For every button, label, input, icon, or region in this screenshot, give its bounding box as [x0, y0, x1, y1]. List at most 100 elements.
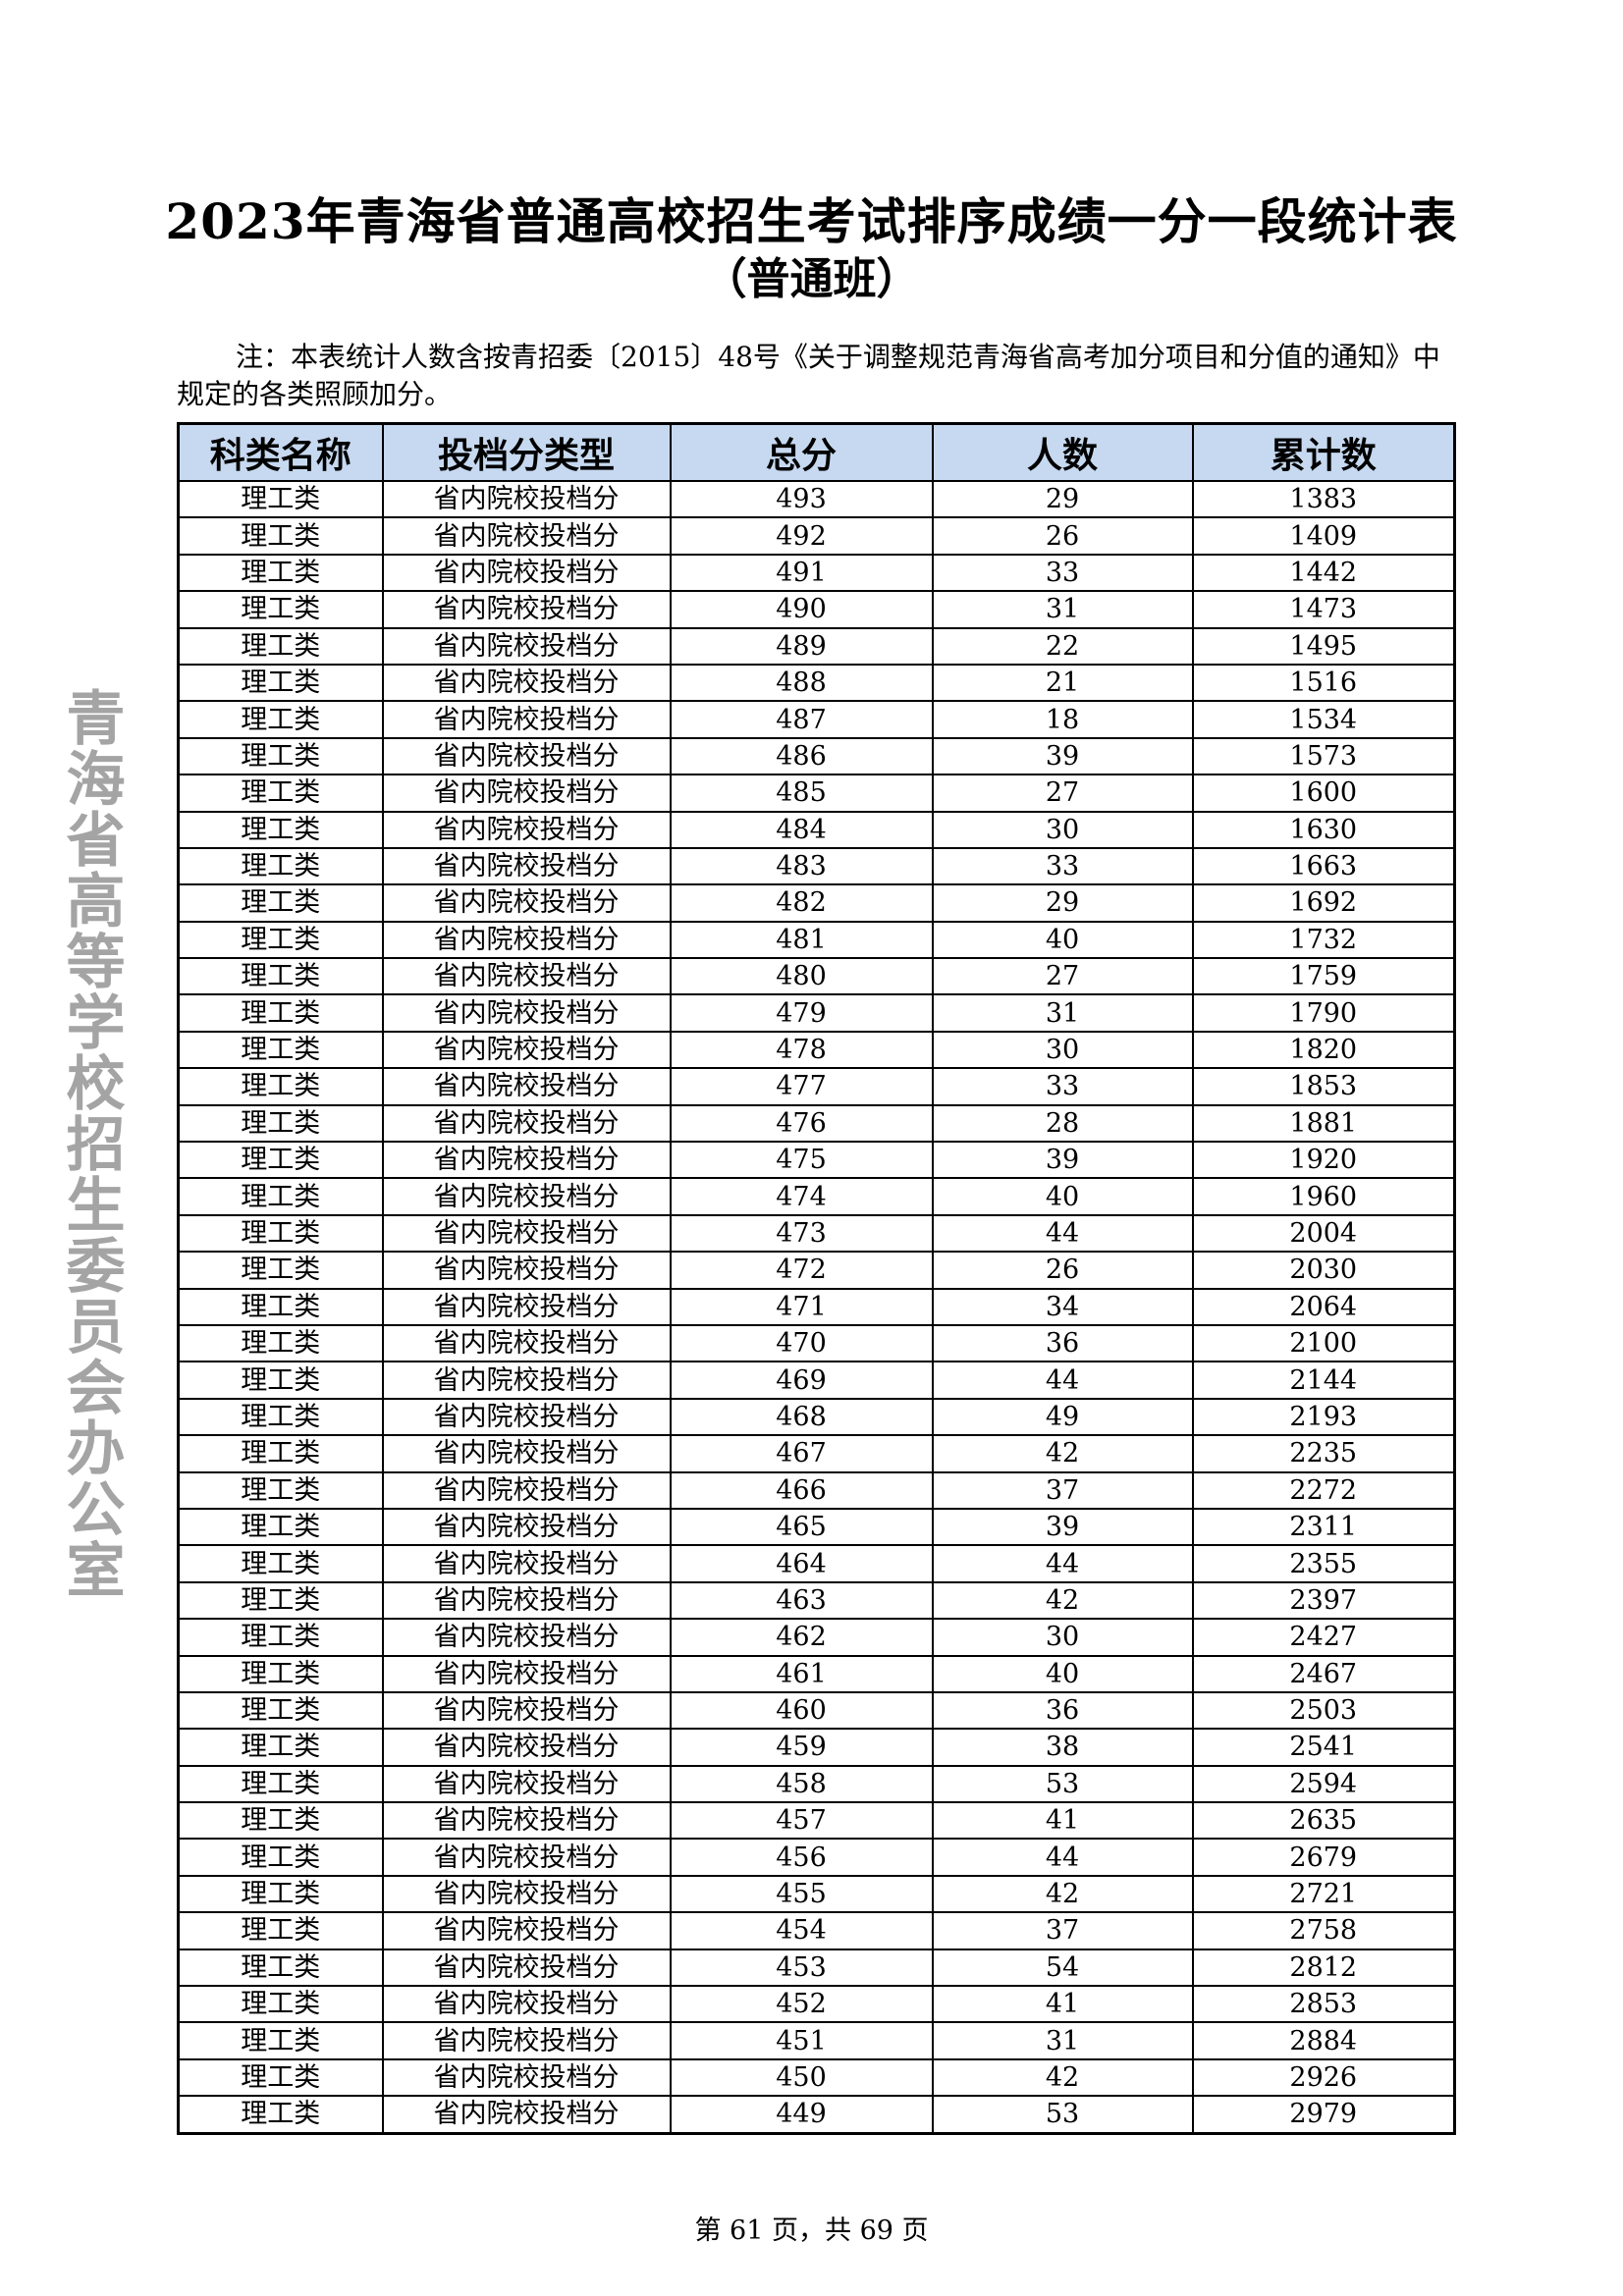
cell-cumulative: 2884	[1191, 2021, 1456, 2060]
cell-total-score: 483	[669, 846, 934, 886]
table-row: 理工类 省内院校投档分 487 18 1534	[177, 700, 1456, 739]
cell-count: 44	[931, 1213, 1194, 1254]
header-count: 人数	[931, 422, 1194, 482]
cell-cumulative: 2979	[1191, 2095, 1456, 2135]
table-row: 理工类 省内院校投档分 464 44 2355	[177, 1544, 1456, 1583]
cell-category: 理工类	[177, 663, 384, 703]
cell-score-type: 省内院校投档分	[381, 663, 672, 703]
cell-score-type: 省内院校投档分	[381, 883, 672, 923]
table-row: 理工类 省内院校投档分 471 34 2064	[177, 1287, 1456, 1326]
cell-total-score: 472	[669, 1251, 934, 1290]
table-row: 理工类 省内院校投档分 468 49 2193	[177, 1397, 1456, 1437]
table-row: 理工类 省内院校投档分 462 30 2427	[177, 1618, 1456, 1657]
cell-count: 54	[931, 1948, 1194, 1988]
table-row: 理工类 省内院校投档分 472 26 2030	[177, 1251, 1456, 1290]
cell-category: 理工类	[177, 736, 384, 776]
cell-score-type: 省内院校投档分	[381, 1323, 672, 1363]
cell-total-score: 489	[669, 626, 934, 666]
cell-category: 理工类	[177, 993, 384, 1033]
cell-score-type: 省内院校投档分	[381, 1213, 672, 1254]
cell-cumulative: 1473	[1191, 590, 1456, 629]
cell-category: 理工类	[177, 1251, 384, 1290]
cell-total-score: 461	[669, 1654, 934, 1693]
cell-total-score: 493	[669, 479, 934, 519]
cell-count: 44	[931, 1361, 1194, 1400]
table-row: 理工类 省内院校投档分 466 37 2272	[177, 1470, 1456, 1510]
cell-total-score: 451	[669, 2021, 934, 2060]
cell-score-type: 省内院校投档分	[381, 1801, 672, 1841]
cell-score-type: 省内院校投档分	[381, 1580, 672, 1621]
cell-count: 28	[931, 1103, 1194, 1144]
cell-total-score: 452	[669, 1985, 934, 2024]
cell-count: 44	[931, 1544, 1194, 1583]
cell-category: 理工类	[177, 1948, 384, 1988]
cell-category: 理工类	[177, 957, 384, 996]
cell-cumulative: 1630	[1191, 810, 1456, 849]
cell-cumulative: 2144	[1191, 1361, 1456, 1400]
cell-cumulative: 1442	[1191, 553, 1456, 593]
table-row: 理工类 省内院校投档分 465 39 2311	[177, 1507, 1456, 1547]
cell-count: 34	[931, 1287, 1194, 1326]
cell-cumulative: 2635	[1191, 1801, 1456, 1841]
table-row: 理工类 省内院校投档分 455 42 2721	[177, 1874, 1456, 1914]
cell-category: 理工类	[177, 590, 384, 629]
cell-cumulative: 2503	[1191, 1690, 1456, 1731]
table-row: 理工类 省内院校投档分 493 29 1383	[177, 479, 1456, 519]
table-row: 理工类 省内院校投档分 461 40 2467	[177, 1654, 1456, 1693]
cell-total-score: 475	[669, 1141, 934, 1180]
table-row: 理工类 省内院校投档分 491 33 1442	[177, 553, 1456, 593]
cell-cumulative: 1516	[1191, 663, 1456, 703]
cell-count: 53	[931, 2095, 1194, 2135]
table-row: 理工类 省内院校投档分 454 37 2758	[177, 1911, 1456, 1950]
cell-cumulative: 2004	[1191, 1213, 1456, 1254]
cell-cumulative: 1732	[1191, 920, 1456, 960]
cell-cumulative: 2030	[1191, 1251, 1456, 1290]
header-category: 科类名称	[177, 422, 384, 482]
cell-total-score: 459	[669, 1728, 934, 1767]
cell-score-type: 省内院校投档分	[381, 1985, 672, 2024]
page-subtitle: （普通班）	[703, 254, 920, 304]
table-row: 理工类 省内院校投档分 475 39 1920	[177, 1141, 1456, 1180]
cell-category: 理工类	[177, 774, 384, 813]
header-score-type: 投档分类型	[381, 422, 672, 482]
cell-category: 理工类	[177, 1470, 384, 1510]
cell-score-type: 省内院校投档分	[381, 1838, 672, 1877]
cell-cumulative: 2193	[1191, 1397, 1456, 1437]
cell-count: 30	[931, 810, 1194, 849]
cell-total-score: 454	[669, 1911, 934, 1950]
cell-total-score: 465	[669, 1507, 934, 1547]
cell-count: 30	[931, 1030, 1194, 1070]
table-row: 理工类 省内院校投档分 479 31 1790	[177, 993, 1456, 1033]
cell-count: 37	[931, 1911, 1194, 1950]
cell-category: 理工类	[177, 1618, 384, 1657]
table-row: 理工类 省内院校投档分 456 44 2679	[177, 1838, 1456, 1877]
cell-cumulative: 2926	[1191, 2057, 1456, 2098]
page-title: 2023年青海省普通高校招生考试排序成绩一分一段统计表	[165, 192, 1458, 250]
cell-score-type: 省内院校投档分	[381, 846, 672, 886]
cell-total-score: 457	[669, 1801, 934, 1841]
cell-cumulative: 1409	[1191, 516, 1456, 556]
cell-total-score: 466	[669, 1470, 934, 1510]
cell-score-type: 省内院校投档分	[381, 1067, 672, 1106]
cell-category: 理工类	[177, 479, 384, 519]
cell-total-score: 482	[669, 883, 934, 923]
cell-score-type: 省内院校投档分	[381, 479, 672, 519]
table-row: 理工类 省内院校投档分 483 33 1663	[177, 846, 1456, 886]
table-row: 理工类 省内院校投档分 477 33 1853	[177, 1067, 1456, 1106]
cell-category: 理工类	[177, 2057, 384, 2098]
cell-cumulative: 2355	[1191, 1544, 1456, 1583]
cell-score-type: 省内院校投档分	[381, 1948, 672, 1988]
cell-cumulative: 1759	[1191, 957, 1456, 996]
table-row: 理工类 省内院校投档分 476 28 1881	[177, 1103, 1456, 1144]
watermark: 青海省高等学校招生委员会办公室	[56, 687, 125, 1600]
cell-total-score: 474	[669, 1177, 934, 1216]
cell-category: 理工类	[177, 2021, 384, 2060]
cell-category: 理工类	[177, 883, 384, 923]
cell-score-type: 省内院校投档分	[381, 1654, 672, 1693]
cell-score-type: 省内院校投档分	[381, 1177, 672, 1216]
cell-score-type: 省内院校投档分	[381, 590, 672, 629]
cell-count: 27	[931, 957, 1194, 996]
cell-score-type: 省内院校投档分	[381, 2057, 672, 2098]
cell-category: 理工类	[177, 1287, 384, 1326]
cell-category: 理工类	[177, 626, 384, 666]
